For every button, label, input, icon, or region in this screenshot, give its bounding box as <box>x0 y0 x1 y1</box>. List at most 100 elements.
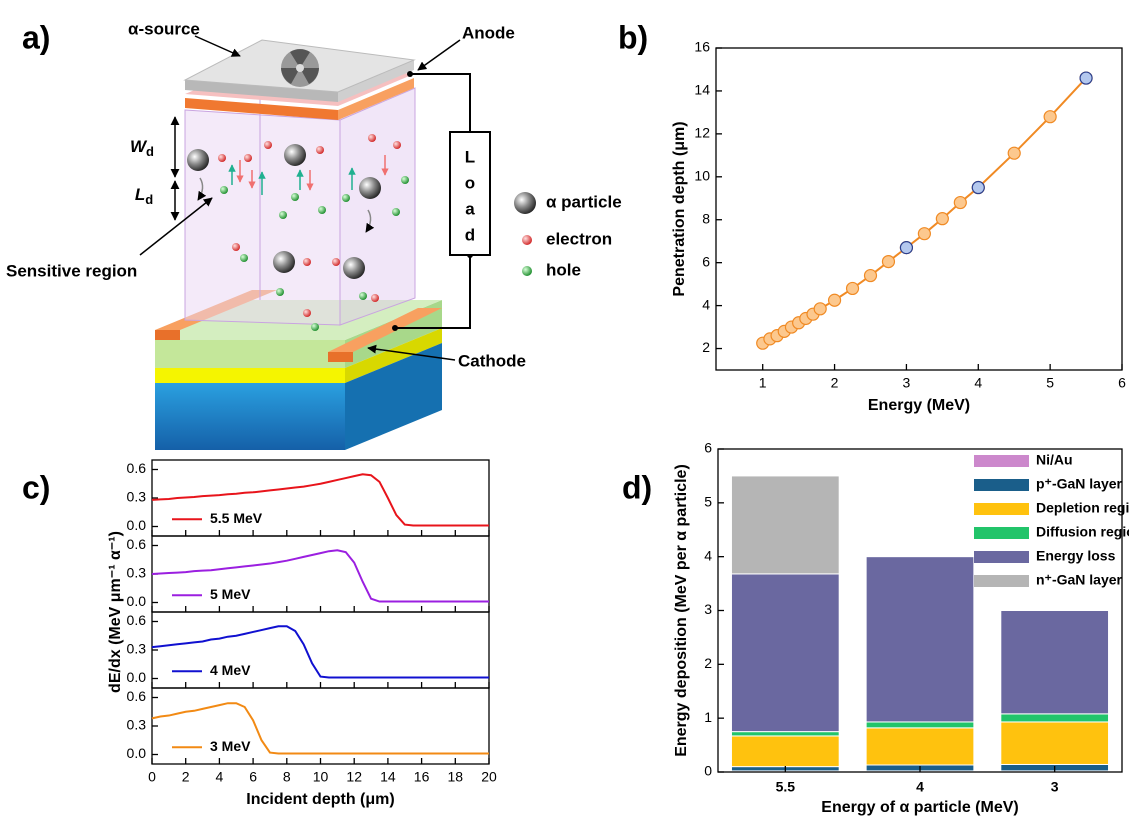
x-tick-label: 12 <box>346 769 362 785</box>
x-tick-label: 3 <box>1051 779 1059 795</box>
symbol: W <box>130 137 148 156</box>
y-tick-label: 3 <box>704 601 712 617</box>
legend-symbol <box>522 266 532 276</box>
legend-symbol <box>522 235 532 245</box>
legend-label: 4 MeV <box>210 662 251 678</box>
y-tick-label: 16 <box>694 39 710 55</box>
wire <box>410 73 471 132</box>
line <box>762 77 1087 345</box>
y-tick-label: 0.6 <box>127 688 147 704</box>
legend-label: Energy loss <box>1036 548 1116 564</box>
x-tick-label: 3 <box>903 375 911 391</box>
bar-segment <box>1000 713 1110 723</box>
load-letter: L <box>465 147 475 166</box>
x-tick-label: 18 <box>448 769 464 785</box>
y-tick-label: 0.0 <box>127 517 147 533</box>
wire-node <box>392 325 398 331</box>
bar-segment <box>730 735 840 768</box>
radiation-symbol <box>296 64 304 72</box>
load-letter: o <box>465 173 475 192</box>
layer-front <box>155 340 345 368</box>
y-tick-label: 4 <box>704 547 712 563</box>
y-tick-label: 2 <box>704 655 712 671</box>
y-tick-label: 0.6 <box>127 460 147 476</box>
track-arrows <box>197 177 375 233</box>
pointer <box>367 344 456 361</box>
sensitive-box <box>184 109 341 326</box>
legend-label: Diffusion region <box>1036 524 1129 540</box>
x-tick-label: 1 <box>759 375 767 391</box>
x-tick-label: 10 <box>313 769 329 785</box>
electrode <box>155 330 180 340</box>
point <box>813 302 827 316</box>
alpha-particle <box>359 177 381 199</box>
x-axis-label: Energy (MeV) <box>868 397 970 414</box>
legend-symbol <box>514 192 536 214</box>
legend-label: 3 MeV <box>210 738 251 754</box>
y-tick-label: 10 <box>694 168 710 184</box>
alpha-particle <box>284 144 306 166</box>
x-tick-label: 2 <box>182 769 190 785</box>
bar-segment <box>730 731 840 737</box>
bar-segment <box>1000 610 1110 715</box>
bar-segment <box>865 727 975 766</box>
source-plate <box>338 60 414 102</box>
legend-swatch <box>974 527 1029 539</box>
alpha-particle <box>343 257 365 279</box>
x-tick-label: 0 <box>148 769 156 785</box>
y-tick-label: 0.0 <box>127 669 147 685</box>
legend-swatch <box>974 503 1029 515</box>
y-axis-label: Energy deposition (MeV per α particle) <box>673 464 690 757</box>
y-tick-label: 6 <box>704 440 712 456</box>
bar-segment <box>865 721 975 729</box>
x-tick-label: 5 <box>1046 375 1054 391</box>
source-label: α-source <box>128 19 200 38</box>
subscript: d <box>145 192 153 207</box>
y-tick-label: 0.3 <box>127 717 147 733</box>
point <box>1007 146 1021 160</box>
x-tick-label: 6 <box>1118 375 1126 391</box>
legend-swatch <box>974 551 1029 563</box>
panel-label: d) <box>622 469 652 505</box>
legend-label: Depletion region <box>1036 500 1129 516</box>
line <box>151 702 489 755</box>
y-tick-label: 5 <box>704 494 712 510</box>
x-tick-label: 14 <box>380 769 396 785</box>
y-tick-label: 12 <box>694 125 710 141</box>
x-axis-label: Incident depth (μm) <box>246 791 394 808</box>
point <box>845 281 860 296</box>
panel-label: b) <box>618 19 648 55</box>
bar-segment <box>1000 721 1110 765</box>
point <box>881 254 896 269</box>
y-axis-label: dE/dx (MeV μm⁻¹ α⁻¹) <box>107 531 124 693</box>
layer-side <box>345 343 442 450</box>
bar-segment <box>865 556 975 723</box>
legend-label: hole <box>546 260 581 279</box>
anode-label: Anode <box>462 23 515 42</box>
sensitive-box <box>339 87 416 326</box>
y-tick-label: 0 <box>704 763 712 779</box>
y-tick-label: 0.6 <box>127 536 147 552</box>
holes <box>220 176 409 331</box>
y-tick-label: 0.3 <box>127 641 147 657</box>
x-tick-label: 4 <box>916 779 924 795</box>
point <box>953 195 967 210</box>
legend-label: electron <box>546 229 612 248</box>
carrier-arrows <box>228 155 389 195</box>
y-tick-label: 0.6 <box>127 612 147 628</box>
point <box>1079 71 1093 85</box>
point <box>935 212 949 226</box>
legend-label: α particle <box>546 192 622 211</box>
layer-side <box>345 328 442 383</box>
line <box>151 625 489 679</box>
legend-swatch <box>974 479 1029 491</box>
layer-front <box>155 383 345 450</box>
layer-front <box>155 368 345 383</box>
legend-swatch <box>974 455 1029 467</box>
panel-label: c) <box>22 469 50 505</box>
cathode-label: Cathode <box>458 351 526 370</box>
alpha-particle <box>273 251 295 273</box>
x-tick-label: 20 <box>481 769 497 785</box>
